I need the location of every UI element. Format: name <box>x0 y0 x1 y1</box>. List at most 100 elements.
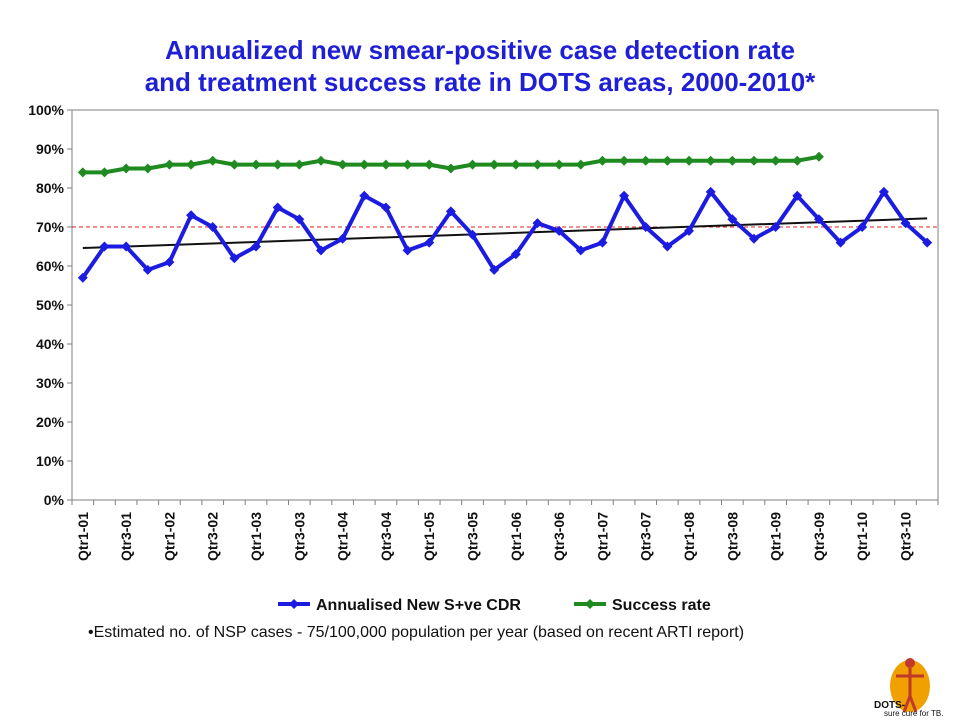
chart-title-line-2: and treatment success rate in DOTS areas… <box>144 67 816 97</box>
data-point <box>251 159 262 170</box>
data-point <box>424 159 435 170</box>
data-point <box>229 253 240 264</box>
data-point <box>640 155 651 166</box>
data-point <box>142 264 153 275</box>
x-tick-label: Qtr3-10 <box>898 512 914 561</box>
data-point <box>684 155 695 166</box>
data-point <box>77 167 88 178</box>
legend-label: Success rate <box>612 597 711 614</box>
data-point <box>554 159 565 170</box>
y-tick-label: 70% <box>36 219 65 235</box>
trend-line <box>82 217 928 250</box>
chart-title-line-1: Annualized new smear-positive case detec… <box>165 35 795 65</box>
data-point <box>900 218 911 229</box>
data-point <box>207 222 218 232</box>
y-tick-label: 50% <box>36 297 65 313</box>
x-tick-label: Qtr1-02 <box>161 512 177 561</box>
data-point <box>315 155 326 166</box>
data-point <box>251 241 262 252</box>
data-point <box>229 159 240 170</box>
data-point <box>878 186 889 197</box>
data-point <box>207 155 218 166</box>
footnote: •Estimated no. of NSP cases - 75/100,000… <box>88 624 745 641</box>
data-point <box>467 229 478 240</box>
data-point <box>727 214 738 225</box>
data-point <box>445 206 456 217</box>
data-point <box>359 190 370 201</box>
data-point <box>294 159 305 170</box>
y-tick-label: 10% <box>36 453 65 469</box>
y-tick-label: 0% <box>44 492 65 508</box>
data-point <box>489 264 500 275</box>
data-point <box>121 241 132 252</box>
x-tick-label: Qtr1-04 <box>335 512 351 561</box>
data-point <box>164 159 175 170</box>
data-point <box>770 155 781 166</box>
data-point <box>813 151 824 162</box>
data-point <box>532 159 543 170</box>
chart-title: Annualized new smear-positive case detec… <box>0 34 960 98</box>
data-point <box>99 241 110 252</box>
y-tick-label: 60% <box>36 258 65 274</box>
data-point <box>922 237 933 248</box>
data-point <box>705 186 716 197</box>
x-tick-label: Qtr1-08 <box>681 512 697 561</box>
data-point <box>467 159 478 170</box>
data-point <box>575 245 586 256</box>
x-tick-label: Qtr3-07 <box>638 512 654 561</box>
data-point <box>835 237 846 248</box>
data-point <box>684 225 695 236</box>
x-tick-label: Qtr3-08 <box>724 512 740 561</box>
data-point <box>792 155 803 166</box>
y-tick-label: 80% <box>36 180 65 196</box>
legend-label: Annualised New S+ve CDR <box>316 597 521 614</box>
data-point <box>748 155 759 166</box>
data-point <box>489 159 500 170</box>
x-tick-label: Qtr3-03 <box>291 512 307 561</box>
data-point <box>619 155 630 166</box>
x-tick-label: Qtr3-01 <box>118 512 134 561</box>
data-point <box>532 218 543 229</box>
data-point <box>272 202 283 213</box>
data-point <box>748 233 759 244</box>
x-tick-label: Qtr1-07 <box>594 512 610 561</box>
legend-marker <box>289 599 299 609</box>
data-point <box>792 190 803 201</box>
data-point <box>554 225 565 236</box>
data-point <box>770 222 781 232</box>
line-chart: 0% 10% 20% 30% 40% 50% 60% 70% 80% 90% 100% Qtr1-01… <box>28 102 939 614</box>
data-point <box>142 163 153 174</box>
x-tick-label: Qtr3-04 <box>378 512 394 561</box>
data-point <box>337 159 348 170</box>
dots-logo-icon <box>890 658 930 713</box>
x-tick-label: Qtr1-05 <box>421 512 437 561</box>
logo-subtext: sure cure for TB. <box>884 709 944 718</box>
data-point <box>597 237 608 248</box>
data-point <box>164 257 175 268</box>
x-tick-label: Qtr3-09 <box>811 512 827 561</box>
y-tick-label: 90% <box>36 141 65 157</box>
x-tick-label: Qtr3-06 <box>551 512 567 561</box>
data-point <box>315 245 326 256</box>
y-tick-label: 40% <box>36 336 65 352</box>
logo-text: DOTS- <box>874 700 906 711</box>
data-point <box>337 233 348 244</box>
plot-area <box>71 109 939 501</box>
data-point <box>402 245 413 256</box>
legend-marker <box>585 599 595 609</box>
data-point <box>186 210 197 221</box>
y-tick-label: 30% <box>36 375 65 391</box>
x-tick-label: Qtr1-10 <box>854 512 870 561</box>
data-point <box>727 155 738 166</box>
data-point <box>402 159 413 170</box>
x-tick-label: Qtr1-09 <box>768 512 784 561</box>
data-point <box>510 159 521 170</box>
x-tick-label: Qtr1-06 <box>508 512 524 561</box>
data-point <box>380 202 391 213</box>
y-tick-label: 100% <box>28 102 64 118</box>
data-point <box>662 241 673 252</box>
data-point <box>294 214 305 225</box>
series-line-1 <box>81 189 929 279</box>
x-tick-label: Qtr3-05 <box>465 512 481 561</box>
data-point <box>99 167 110 178</box>
